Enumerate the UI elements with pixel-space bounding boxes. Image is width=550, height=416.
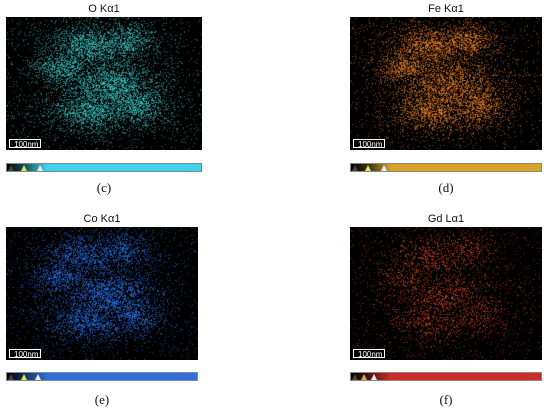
panel-caption: (d) bbox=[438, 180, 454, 195]
panel-d: Fe Kα1 100nm (d) bbox=[350, 0, 542, 200]
max-marker-icon[interactable] bbox=[37, 165, 43, 171]
panel-f: Gd Lα1 100nm (f) bbox=[350, 210, 542, 416]
panel-caption: (f) bbox=[439, 392, 453, 407]
map-canvas bbox=[6, 17, 202, 150]
panel-caption: (c) bbox=[96, 180, 112, 195]
panel-title: Co Kα1 bbox=[83, 213, 121, 225]
color-scale-gradient bbox=[7, 164, 47, 171]
min-marker-icon[interactable] bbox=[352, 165, 358, 171]
color-scale-bar bbox=[6, 372, 198, 381]
scale-bar: 100nm bbox=[353, 349, 385, 359]
panel-title: Fe Kα1 bbox=[428, 3, 464, 15]
min-marker-icon[interactable] bbox=[352, 374, 358, 380]
panel-title: O Kα1 bbox=[88, 3, 120, 15]
color-scale-bar bbox=[350, 372, 542, 381]
color-scale-bar bbox=[6, 163, 202, 172]
scale-bar-label: 100nm bbox=[358, 350, 383, 359]
max-marker-icon[interactable] bbox=[381, 165, 387, 171]
element-map-o: 100nm bbox=[6, 17, 202, 150]
max-marker-icon[interactable] bbox=[371, 374, 377, 380]
map-canvas bbox=[350, 227, 542, 360]
element-map-gd: 100nm bbox=[350, 227, 542, 360]
scale-bar: 100nm bbox=[9, 139, 41, 149]
panel-caption: (e) bbox=[94, 392, 110, 407]
scale-bar: 100nm bbox=[9, 349, 41, 359]
color-scale-bar bbox=[350, 163, 542, 172]
mid-marker-icon[interactable] bbox=[361, 374, 367, 380]
scale-bar: 100nm bbox=[353, 139, 385, 149]
map-canvas bbox=[350, 17, 542, 150]
color-scale-gradient bbox=[351, 164, 391, 171]
panel-c: O Kα1 100nm (c) bbox=[6, 0, 202, 200]
scale-bar-label: 100nm bbox=[358, 140, 383, 149]
mid-marker-icon[interactable] bbox=[21, 165, 27, 171]
element-map-co: 100nm bbox=[6, 227, 198, 360]
scale-bar-label: 100nm bbox=[14, 350, 39, 359]
max-marker-icon[interactable] bbox=[35, 374, 41, 380]
panel-title: Gd Lα1 bbox=[427, 213, 465, 225]
min-marker-icon[interactable] bbox=[8, 165, 14, 171]
color-scale-gradient bbox=[7, 373, 47, 380]
map-canvas bbox=[6, 227, 198, 360]
min-marker-icon[interactable] bbox=[8, 374, 14, 380]
mid-marker-icon[interactable] bbox=[21, 374, 27, 380]
element-map-fe: 100nm bbox=[350, 17, 542, 150]
mid-marker-icon[interactable] bbox=[365, 165, 371, 171]
panel-e: Co Kα1 100nm (e) bbox=[6, 210, 198, 416]
scale-bar-label: 100nm bbox=[14, 140, 39, 149]
